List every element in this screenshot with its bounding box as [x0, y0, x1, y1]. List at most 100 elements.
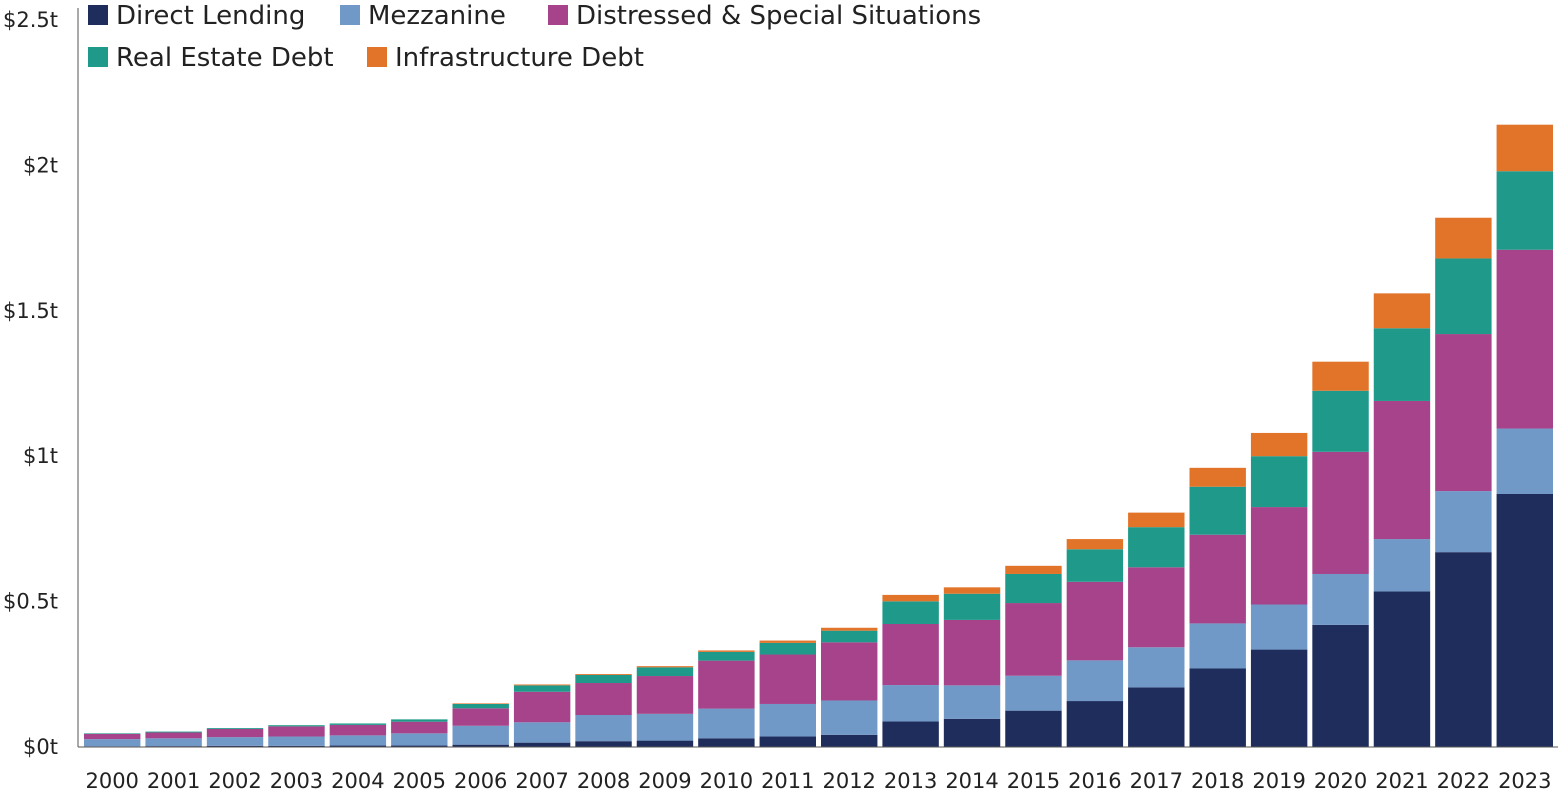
bar-direct-lending-2010	[698, 738, 755, 747]
bar-real-estate-debt-2001	[145, 731, 202, 733]
bar-distressed-and-special-situations-2022	[1435, 334, 1492, 492]
bar-real-estate-debt-2006	[452, 703, 509, 709]
x-tick-label: 2016	[1068, 769, 1121, 793]
x-tick-label: 2014	[945, 769, 998, 793]
bar-stack-2020	[1312, 361, 1369, 747]
bar-direct-lending-2019	[1250, 649, 1308, 747]
y-tick-label: $0.5t	[3, 590, 58, 614]
bar-mezzanine-2022	[1435, 491, 1492, 553]
bar-stack-2006	[452, 703, 509, 747]
bar-infrastructure-debt-2006	[452, 703, 509, 704]
x-tick-label: 2013	[884, 769, 937, 793]
bar-stack-2001	[145, 731, 202, 747]
x-tick-label: 2000	[85, 769, 138, 793]
bar-real-estate-debt-2010	[698, 651, 755, 661]
bar-direct-lending-2022	[1435, 552, 1492, 747]
bar-direct-lending-2012	[821, 734, 878, 747]
x-tick-label: 2021	[1375, 769, 1428, 793]
x-tick-label: 2012	[822, 769, 875, 793]
bar-mezzanine-2006	[452, 725, 509, 745]
bar-mezzanine-2003	[268, 736, 325, 746]
legend-label: Distressed & Special Situations	[576, 1, 981, 31]
bar-stack-2007	[513, 684, 571, 747]
bar-distressed-and-special-situations-2004	[329, 724, 387, 736]
bar-infrastructure-debt-2019	[1250, 432, 1308, 457]
bar-real-estate-debt-2020	[1312, 390, 1369, 452]
bar-mezzanine-2011	[759, 703, 816, 737]
bar-distressed-and-special-situations-2003	[268, 726, 325, 737]
x-tick-label: 2004	[331, 769, 384, 793]
legend-swatch	[88, 47, 108, 67]
bar-direct-lending-2009	[636, 740, 694, 747]
bar-stack-2019	[1250, 432, 1308, 747]
y-tick-label: $1t	[23, 444, 58, 468]
bar-stack-2012	[821, 627, 878, 747]
bar-stack-2023	[1496, 124, 1553, 747]
bar-real-estate-debt-2021	[1373, 328, 1431, 401]
bar-mezzanine-2010	[698, 708, 755, 739]
legend-swatch	[88, 5, 108, 25]
bar-real-estate-debt-2023	[1496, 171, 1553, 250]
bar-direct-lending-2003	[268, 745, 325, 747]
bar-stack-2018	[1189, 467, 1246, 747]
x-tick-label: 2008	[577, 769, 630, 793]
bar-stack-2002	[206, 728, 264, 747]
bar-real-estate-debt-2003	[268, 725, 325, 727]
x-tick-label: 2011	[761, 769, 814, 793]
bar-distressed-and-special-situations-2019	[1250, 507, 1308, 605]
bar-mezzanine-2001	[145, 738, 202, 747]
bar-distressed-and-special-situations-2010	[698, 660, 755, 709]
bar-infrastructure-debt-2013	[882, 594, 939, 602]
bar-mezzanine-2014	[943, 685, 1001, 719]
x-tick-label: 2017	[1130, 769, 1183, 793]
bar-real-estate-debt-2008	[575, 674, 632, 684]
bar-real-estate-debt-2017	[1128, 527, 1185, 568]
bar-infrastructure-debt-2012	[821, 627, 878, 631]
bar-direct-lending-2007	[513, 742, 571, 747]
bar-direct-lending-2014	[943, 718, 1001, 747]
bar-infrastructure-debt-2022	[1435, 217, 1492, 259]
bar-distressed-and-special-situations-2002	[206, 728, 264, 738]
bar-distressed-and-special-situations-2017	[1128, 567, 1185, 648]
bar-direct-lending-2016	[1066, 701, 1124, 747]
bar-direct-lending-2023	[1496, 494, 1553, 747]
bar-mezzanine-2004	[329, 735, 387, 746]
legend-label: Direct Lending	[116, 1, 305, 31]
legend-label: Real Estate Debt	[116, 43, 334, 73]
bar-distressed-and-special-situations-2023	[1496, 249, 1553, 429]
bar-direct-lending-2011	[759, 736, 816, 747]
bar-mezzanine-2002	[206, 737, 264, 746]
legend-swatch	[548, 5, 568, 25]
bar-real-estate-debt-2015	[1005, 573, 1062, 604]
bar-infrastructure-debt-2016	[1066, 539, 1124, 550]
legend-swatch	[340, 5, 360, 25]
bar-distressed-and-special-situations-2016	[1066, 581, 1124, 661]
bar-distressed-and-special-situations-2015	[1005, 603, 1062, 676]
bar-real-estate-debt-2004	[329, 723, 387, 725]
bar-direct-lending-2015	[1005, 710, 1062, 747]
bar-direct-lending-2002	[206, 745, 264, 747]
bar-mezzanine-2016	[1066, 660, 1124, 702]
bar-infrastructure-debt-2021	[1373, 293, 1431, 329]
y-axis: $0t $0.5t $1t $1.5t $2t $2.5t	[3, 8, 79, 759]
x-tick-label: 2020	[1314, 769, 1367, 793]
bar-distressed-and-special-situations-2006	[452, 708, 509, 726]
bar-stack-2011	[759, 640, 816, 747]
bar-real-estate-debt-2019	[1250, 456, 1308, 508]
legend-label: Infrastructure Debt	[395, 43, 644, 73]
y-tick-label: $1.5t	[3, 299, 58, 323]
legend-item-infrastructure-debt: Infrastructure Debt	[367, 43, 644, 73]
bar-real-estate-debt-2014	[943, 593, 1001, 620]
bar-distressed-and-special-situations-2013	[882, 623, 939, 686]
bar-direct-lending-2005	[391, 745, 448, 747]
bar-mezzanine-2015	[1005, 675, 1062, 711]
bar-infrastructure-debt-2014	[943, 587, 1001, 594]
bar-infrastructure-debt-2008	[575, 674, 632, 675]
bar-distressed-and-special-situations-2012	[821, 642, 878, 701]
x-tick-label: 2010	[700, 769, 753, 793]
bar-mezzanine-2017	[1128, 647, 1185, 688]
bar-direct-lending-2017	[1128, 687, 1185, 747]
x-tick-label: 2019	[1252, 769, 1305, 793]
legend: Direct Lending Mezzanine Distressed & Spec…	[88, 1, 981, 73]
x-tick-label: 2002	[208, 769, 261, 793]
